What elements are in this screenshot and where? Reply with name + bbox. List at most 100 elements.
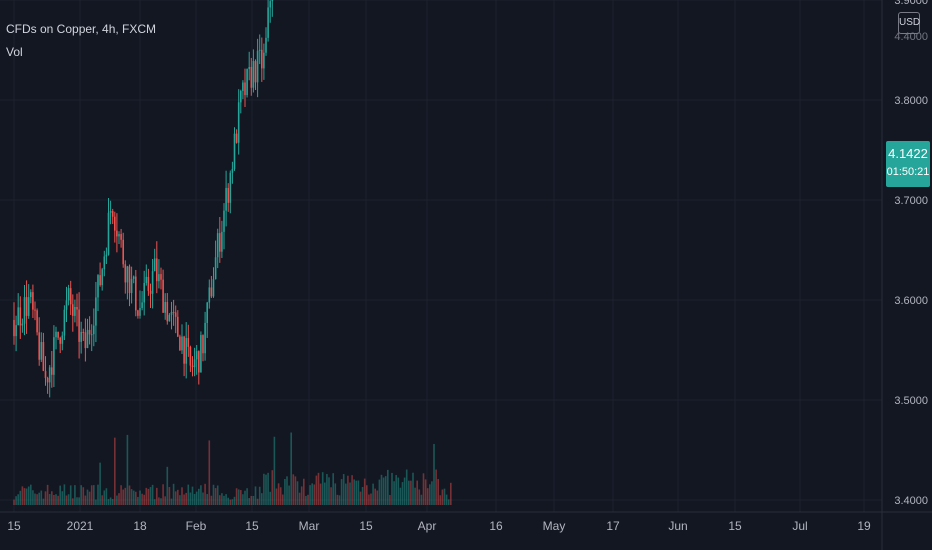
volume-bar: [141, 493, 143, 505]
volume-bar: [46, 484, 49, 505]
volume-bar: [345, 483, 347, 505]
volume-bar: [204, 483, 206, 505]
volume-bar: [160, 498, 162, 505]
candle-body: [168, 314, 171, 322]
volume-bar: [149, 487, 152, 505]
candle-body: [261, 49, 263, 69]
volume-bar: [27, 486, 30, 505]
price-tick-label: 3.6000: [894, 295, 928, 307]
volume-bar: [101, 495, 103, 505]
volume-bar: [80, 485, 82, 505]
candle-body: [48, 367, 51, 383]
bar-countdown: 01:50:21: [886, 166, 930, 178]
volume-bar: [168, 487, 171, 505]
candle-body: [254, 61, 257, 83]
time-tick-label: 2021: [67, 519, 94, 533]
volume-bar: [374, 488, 376, 505]
volume-bar: [269, 491, 271, 505]
volume-bar: [208, 440, 211, 505]
volume-bar: [25, 488, 28, 505]
volume-bar: [95, 499, 97, 505]
volume-bar: [170, 498, 173, 505]
volume-bar: [69, 485, 72, 505]
candle-body: [21, 323, 24, 326]
volume-bar: [93, 485, 95, 505]
volume-bar: [298, 492, 301, 505]
volume-bar: [395, 475, 397, 505]
volume-bar: [248, 497, 250, 505]
candle-body: [84, 332, 87, 349]
price-tick-label: 3.7000: [894, 195, 928, 207]
volume-bar: [122, 489, 124, 505]
volume-bar: [118, 493, 120, 505]
volume-bar: [315, 475, 318, 505]
volume-bar: [429, 484, 431, 505]
candle-body: [233, 133, 236, 169]
candle-body: [32, 292, 34, 310]
volume-bar: [363, 478, 366, 505]
volume-bar: [422, 473, 425, 505]
volume-bar: [111, 498, 114, 505]
volume-bar: [36, 494, 38, 505]
volume-bar: [116, 495, 118, 505]
volume-bar: [408, 480, 410, 505]
candle-body: [158, 274, 160, 282]
candle-body: [256, 50, 259, 83]
volume-bar: [338, 495, 341, 505]
volume-bar: [61, 491, 64, 505]
time-tick-label: Feb: [186, 519, 207, 533]
volume-bar: [263, 473, 265, 505]
volume-bar: [303, 478, 305, 505]
time-tick-label: 19: [857, 519, 871, 533]
volume-bar: [191, 486, 194, 505]
volume-bar: [212, 484, 215, 505]
volume-bar: [256, 498, 259, 505]
volume-bar: [124, 487, 127, 505]
volume-bar: [187, 484, 190, 505]
candle-body: [65, 300, 68, 310]
candle-body: [69, 288, 72, 305]
candle-body: [174, 312, 177, 317]
price-tick-label: 3.4000: [894, 495, 928, 507]
volume-bar: [174, 491, 177, 505]
volume-indicator-label[interactable]: Vol: [6, 45, 23, 59]
volume-bar: [164, 496, 166, 505]
candle-body: [145, 276, 148, 283]
volume-bar: [240, 490, 242, 505]
volume-bar: [324, 482, 326, 505]
last-price-badge: 4.1422 01:50:21: [886, 141, 930, 187]
volume-bar: [57, 495, 59, 505]
currency-button[interactable]: USD: [898, 12, 920, 34]
candle-body: [202, 335, 204, 354]
candle-body: [55, 331, 57, 338]
volume-bar: [109, 497, 112, 505]
candle-body: [25, 297, 28, 316]
candle-body: [227, 187, 229, 203]
candle-body: [246, 69, 248, 96]
volume-bar: [242, 494, 244, 505]
time-tick-label: Apr: [418, 519, 437, 533]
candle-body: [242, 82, 244, 91]
volume-bar: [370, 493, 372, 505]
volume-bar: [103, 490, 106, 505]
volume-bar: [317, 472, 320, 505]
volume-bar: [294, 476, 297, 505]
time-tick-label: 15: [728, 519, 742, 533]
candle-body: [59, 337, 61, 344]
candle-body: [187, 338, 190, 347]
volume-bar: [189, 492, 192, 505]
volume-bar: [42, 498, 45, 505]
volume-bar: [361, 486, 364, 505]
volume-bar: [447, 499, 450, 505]
volume-bar: [307, 494, 309, 505]
candle-body: [137, 310, 139, 316]
volume-bar: [55, 494, 57, 505]
volume-bar: [300, 486, 303, 505]
symbol-title: CFDs on Copper, 4h, FXCM: [6, 22, 157, 36]
volume-bar: [17, 494, 19, 505]
candle-body: [193, 359, 196, 368]
candle-body: [164, 301, 166, 313]
volume-bar: [219, 495, 221, 505]
